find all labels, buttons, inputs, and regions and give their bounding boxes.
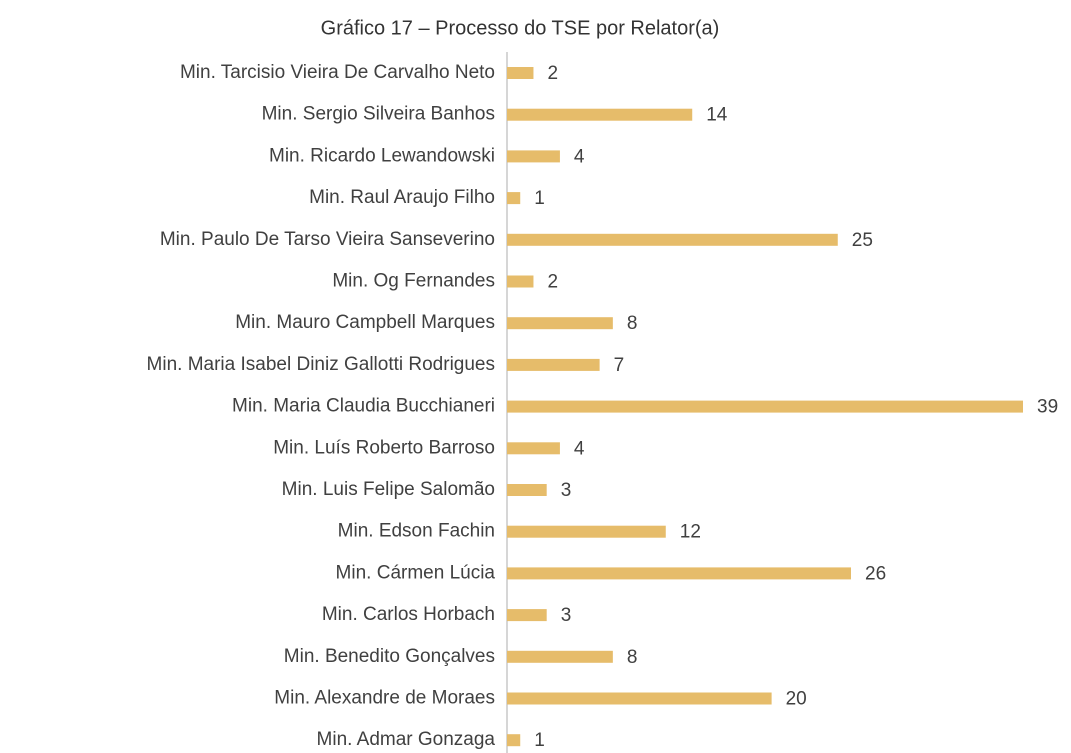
category-label: Min. Admar Gonzaga (317, 729, 496, 750)
bar (507, 609, 547, 622)
category-label: Min. Maria Claudia Bucchianeri (232, 396, 495, 417)
data-label: 2 (547, 63, 558, 84)
data-label: 8 (627, 313, 638, 334)
bar (507, 650, 613, 663)
bar (507, 734, 521, 747)
category-label: Min. Cármen Lúcia (336, 562, 496, 583)
data-label: 8 (627, 647, 638, 668)
bar (507, 525, 666, 538)
chart-title: Gráfico 17 – Processo do TSE por Relator… (321, 17, 720, 39)
category-label: Min. Alexandre de Moraes (274, 688, 495, 709)
data-label: 26 (865, 563, 886, 584)
category-label: Min. Maria Isabel Diniz Gallotti Rodrigu… (147, 354, 495, 375)
category-label: Min. Sergio Silveira Banhos (262, 104, 495, 125)
category-label: Min. Edson Fachin (338, 521, 495, 542)
bar (507, 317, 613, 330)
category-label: Min. Tarcisio Vieira De Carvalho Neto (180, 62, 495, 83)
data-label: 4 (574, 146, 585, 167)
category-label: Min. Carlos Horbach (322, 604, 495, 625)
category-label: Min. Mauro Campbell Marques (235, 312, 495, 333)
bar (507, 275, 534, 288)
data-label: 4 (574, 438, 585, 459)
data-label: 20 (786, 689, 807, 710)
category-label: Min. Paulo De Tarso Vieira Sanseverino (160, 229, 495, 250)
category-label: Min. Benedito Gonçalves (284, 646, 495, 667)
bar (507, 358, 600, 371)
bar (507, 67, 534, 79)
bar (507, 233, 838, 246)
bar (507, 108, 693, 121)
bar (507, 567, 851, 580)
data-label: 25 (852, 230, 873, 251)
data-label: 7 (614, 355, 625, 376)
data-label: 1 (534, 730, 545, 751)
data-label: 39 (1037, 397, 1058, 418)
category-label: Min. Raul Araujo Filho (309, 187, 495, 208)
category-label: Min. Luis Felipe Salomão (282, 479, 495, 500)
category-label: Min. Ricardo Lewandowski (269, 145, 495, 166)
data-label: 3 (561, 605, 572, 626)
data-label: 14 (706, 105, 728, 126)
data-label: 2 (547, 272, 558, 293)
category-label: Min. Luís Roberto Barroso (273, 437, 495, 458)
data-label: 1 (534, 188, 545, 209)
data-label: 12 (680, 522, 701, 543)
data-label: 3 (561, 480, 572, 501)
bar (507, 442, 560, 455)
bar (507, 400, 1023, 413)
bar (507, 484, 547, 496)
bar (507, 192, 521, 205)
bar (507, 692, 772, 705)
bar (507, 150, 560, 163)
category-label: Min. Og Fernandes (332, 271, 495, 292)
